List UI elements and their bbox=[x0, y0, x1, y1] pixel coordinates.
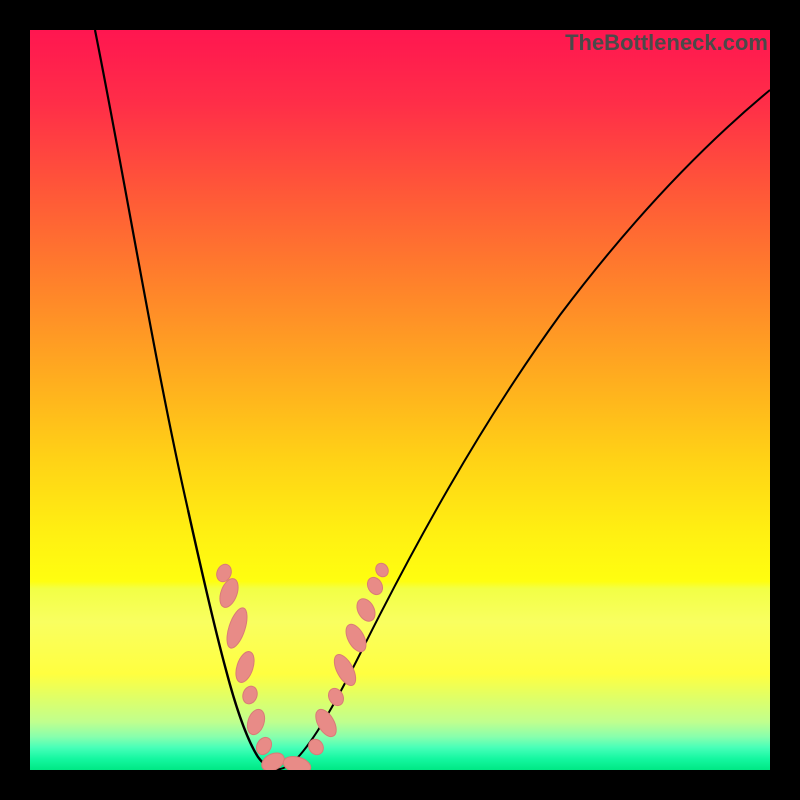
marker-right-6 bbox=[364, 575, 385, 598]
marker-right-5 bbox=[353, 596, 378, 625]
marker-bottom-1 bbox=[281, 754, 312, 770]
marker-left-2 bbox=[223, 606, 251, 651]
chart-svg bbox=[30, 30, 770, 770]
plot-area: TheBottleneck.com bbox=[30, 30, 770, 770]
chart-container: TheBottleneck.com bbox=[0, 0, 800, 800]
marker-right-2 bbox=[326, 686, 347, 708]
watermark-text: TheBottleneck.com bbox=[565, 30, 768, 56]
marker-left-5 bbox=[244, 707, 267, 737]
marker-right-4 bbox=[342, 621, 370, 655]
marker-right-0 bbox=[306, 736, 327, 757]
marker-left-3 bbox=[232, 649, 257, 684]
marker-left-4 bbox=[241, 684, 260, 705]
marker-right-7 bbox=[373, 561, 390, 579]
curve-left-upper bbox=[95, 30, 188, 510]
marker-right-3 bbox=[330, 651, 360, 689]
